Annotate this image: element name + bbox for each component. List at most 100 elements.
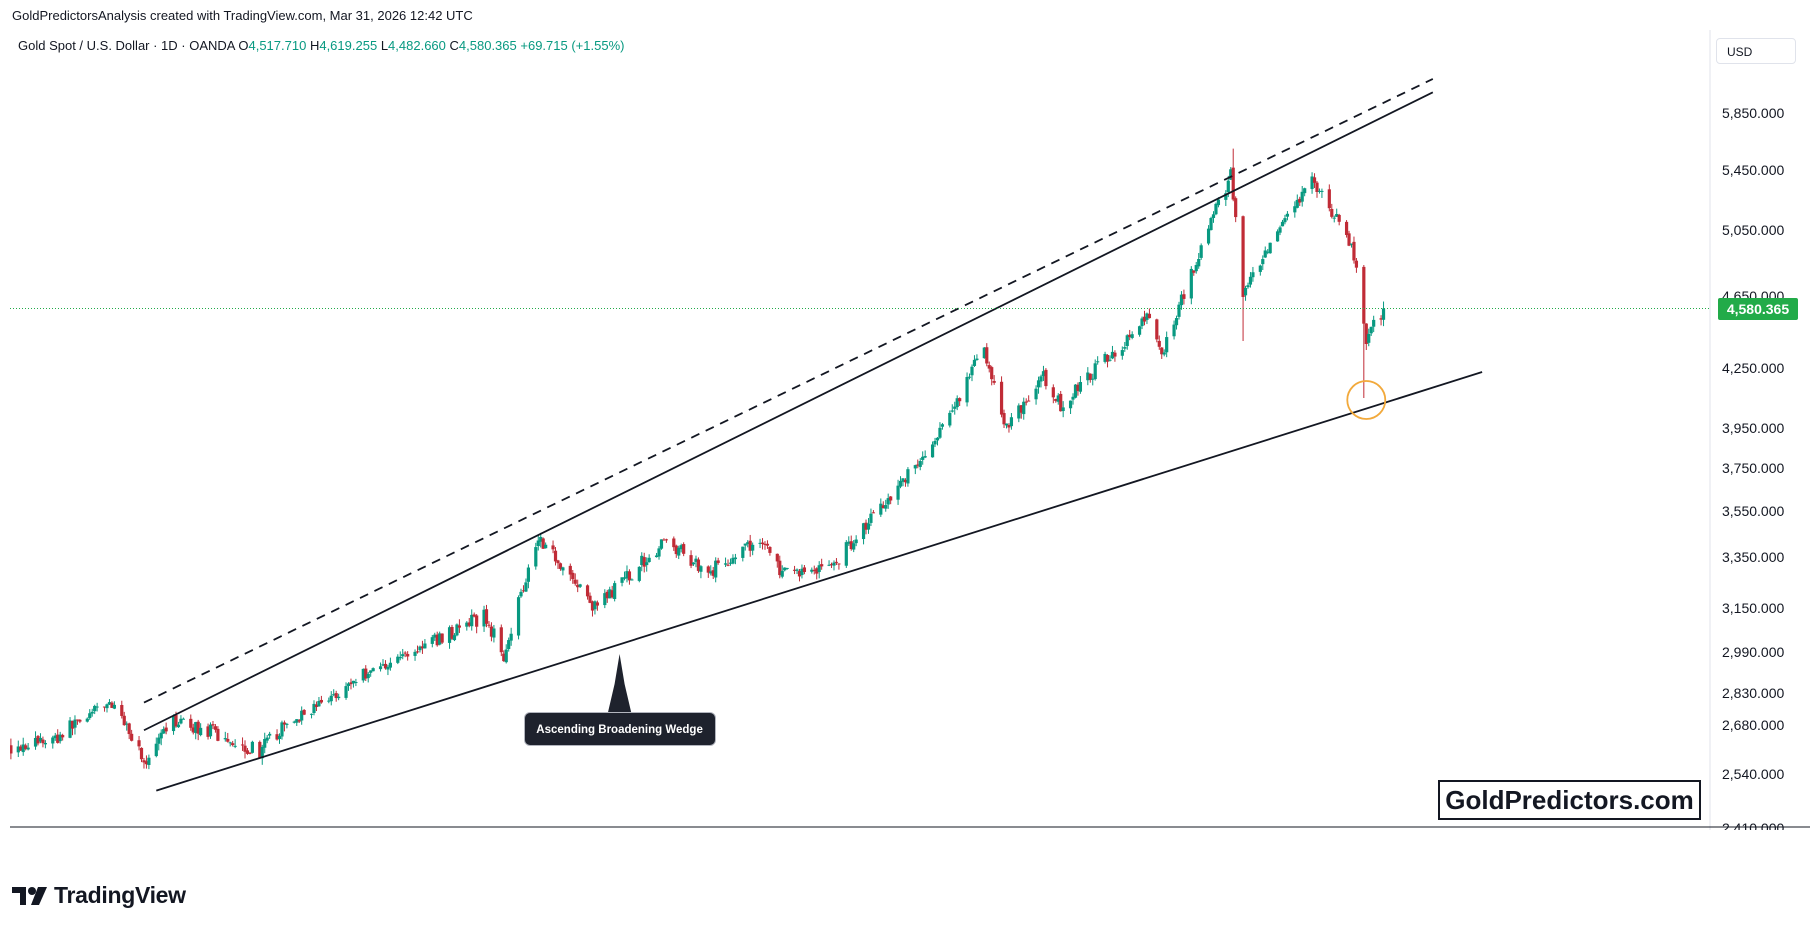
- price-chart[interactable]: 5,850.0005,450.0005,050.0004,650.0004,25…: [9, 30, 1810, 855]
- chart-background: [10, 30, 1810, 830]
- candle: [662, 538, 666, 541]
- candle: [280, 720, 284, 740]
- candle: [1039, 374, 1043, 388]
- candle: [142, 757, 146, 769]
- candle: [1243, 285, 1248, 301]
- candle: [711, 566, 715, 580]
- candle: [452, 633, 457, 642]
- low-label: L: [380, 38, 389, 53]
- candle: [1145, 312, 1149, 325]
- change-value: +69.715 (+1.55%): [520, 38, 625, 53]
- candle: [834, 558, 839, 566]
- candle: [645, 557, 649, 572]
- trendlines[interactable]: [143, 78, 1483, 792]
- candle: [613, 580, 617, 602]
- candle: [896, 479, 900, 505]
- candle: [1019, 405, 1023, 419]
- candle: [792, 565, 797, 575]
- candle: [1246, 282, 1250, 289]
- candle: [418, 645, 422, 653]
- candle: [93, 704, 97, 715]
- candle: [1369, 326, 1373, 336]
- upper-resistance-trendline[interactable]: [143, 91, 1434, 732]
- candle: [24, 743, 28, 751]
- candle: [677, 545, 681, 560]
- pattern-annotation-label[interactable]: Ascending Broadening Wedge: [523, 712, 716, 746]
- candle: [61, 733, 65, 741]
- candle: [112, 701, 116, 710]
- candle: [457, 619, 462, 633]
- candle: [1076, 382, 1080, 396]
- candle: [507, 637, 511, 652]
- candle: [191, 723, 195, 735]
- candle: [1332, 215, 1336, 223]
- candle: [916, 459, 920, 469]
- candle: [990, 365, 994, 386]
- highlight-circle[interactable]: [1346, 380, 1387, 420]
- candle: [19, 744, 23, 751]
- candle: [58, 731, 62, 744]
- candles[interactable]: [9, 148, 1386, 770]
- candle: [420, 640, 425, 654]
- candle: [102, 706, 107, 712]
- candle: [231, 740, 235, 747]
- candle: [1086, 367, 1090, 386]
- candle: [346, 682, 351, 691]
- candle: [433, 632, 437, 641]
- candle: [768, 546, 772, 556]
- candle: [1364, 323, 1368, 351]
- candle: [965, 372, 969, 407]
- candle: [1337, 213, 1341, 226]
- tradingview-logo[interactable]: TradingView: [12, 882, 186, 909]
- candle: [487, 621, 491, 628]
- candle: [1007, 423, 1011, 433]
- candle: [982, 346, 986, 359]
- candle: [369, 670, 373, 677]
- candle: [551, 540, 555, 554]
- candle: [263, 732, 267, 754]
- candle: [130, 729, 134, 742]
- candle: [260, 744, 264, 765]
- candle: [1022, 397, 1026, 420]
- candle: [332, 689, 336, 697]
- candle: [741, 546, 745, 562]
- candle: [852, 540, 856, 553]
- candle: [810, 567, 814, 574]
- candle: [1372, 315, 1376, 333]
- candle: [955, 395, 959, 411]
- candle: [1009, 413, 1014, 430]
- candle: [1211, 211, 1216, 223]
- candle: [1261, 255, 1265, 271]
- candle: [1174, 315, 1179, 330]
- candle: [1027, 395, 1031, 402]
- candle: [189, 714, 193, 731]
- lower-support-trendline[interactable]: [156, 371, 1483, 792]
- open-label: O: [238, 38, 249, 53]
- candle: [1347, 230, 1351, 247]
- candle: [967, 373, 972, 380]
- currency-selector[interactable]: USD: [1716, 38, 1796, 64]
- candle: [147, 754, 151, 770]
- candle: [837, 563, 841, 570]
- candle: [785, 567, 789, 570]
- candle: [21, 737, 25, 756]
- candle: [1295, 194, 1299, 209]
- candle: [958, 397, 962, 407]
- candle: [664, 538, 669, 543]
- candle: [144, 755, 149, 769]
- y-tick-label: 3,550.000: [1722, 503, 1784, 519]
- candle: [137, 736, 141, 751]
- candle: [68, 717, 72, 739]
- candle: [383, 660, 388, 670]
- candle: [450, 624, 454, 640]
- candle: [1056, 393, 1060, 405]
- candle: [226, 732, 230, 743]
- candle: [41, 736, 45, 748]
- candle: [1044, 368, 1048, 390]
- candle: [933, 437, 937, 448]
- candle: [775, 553, 779, 568]
- candle: [553, 547, 558, 566]
- price-axis[interactable]: 5,850.0005,450.0005,050.0004,650.0004,25…: [1722, 105, 1784, 836]
- chart-frame[interactable]: 5,850.000 5,450.000 5,050.000 4,650.000 4,25…: [9, 30, 1810, 855]
- candle: [1352, 236, 1356, 264]
